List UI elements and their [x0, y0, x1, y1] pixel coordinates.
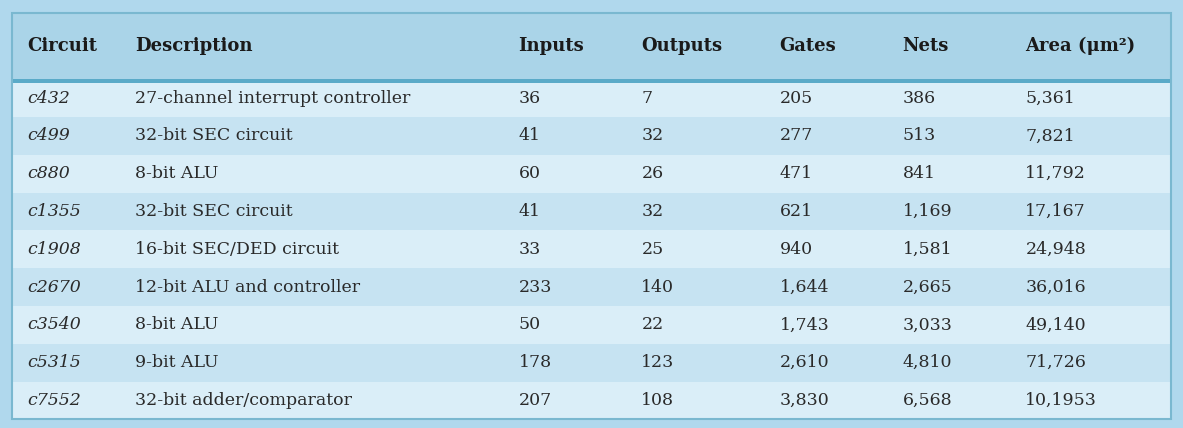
- Text: 7: 7: [641, 89, 653, 107]
- Bar: [12, 306, 1171, 344]
- Text: 8-bit ALU: 8-bit ALU: [135, 316, 218, 333]
- Text: 1,169: 1,169: [903, 203, 952, 220]
- Bar: [12, 193, 1171, 230]
- Text: 32: 32: [641, 128, 664, 144]
- Text: 140: 140: [641, 279, 674, 296]
- Text: 32-bit SEC circuit: 32-bit SEC circuit: [135, 128, 292, 144]
- Text: 3,830: 3,830: [780, 392, 829, 409]
- Text: 22: 22: [641, 316, 664, 333]
- Text: 60: 60: [518, 165, 541, 182]
- Text: 49,140: 49,140: [1026, 316, 1086, 333]
- Text: Gates: Gates: [780, 37, 836, 55]
- Text: 205: 205: [780, 89, 813, 107]
- Text: 233: 233: [518, 279, 552, 296]
- Bar: [12, 13, 1171, 79]
- Text: 178: 178: [518, 354, 551, 371]
- Text: c432: c432: [27, 89, 70, 107]
- Text: c499: c499: [27, 128, 70, 144]
- Text: Circuit: Circuit: [27, 37, 97, 55]
- Text: 7,821: 7,821: [1026, 128, 1075, 144]
- Text: 1,581: 1,581: [903, 241, 952, 258]
- Text: 4,810: 4,810: [903, 354, 952, 371]
- Text: 41: 41: [518, 203, 541, 220]
- Text: 940: 940: [780, 241, 813, 258]
- Text: Description: Description: [135, 37, 252, 55]
- Text: 1,743: 1,743: [780, 316, 829, 333]
- Text: 12-bit ALU and controller: 12-bit ALU and controller: [135, 279, 360, 296]
- Text: c5315: c5315: [27, 354, 80, 371]
- Bar: [12, 344, 1171, 382]
- Text: 277: 277: [780, 128, 813, 144]
- Text: 2,610: 2,610: [780, 354, 829, 371]
- Text: Nets: Nets: [903, 37, 949, 55]
- Text: c3540: c3540: [27, 316, 80, 333]
- Text: c1355: c1355: [27, 203, 80, 220]
- Text: 32-bit adder/comparator: 32-bit adder/comparator: [135, 392, 351, 409]
- Bar: [12, 268, 1171, 306]
- Text: 24,948: 24,948: [1026, 241, 1086, 258]
- Bar: [12, 155, 1171, 193]
- Text: 8-bit ALU: 8-bit ALU: [135, 165, 218, 182]
- Text: 27-channel interrupt controller: 27-channel interrupt controller: [135, 89, 411, 107]
- Text: 16-bit SEC/DED circuit: 16-bit SEC/DED circuit: [135, 241, 338, 258]
- Text: c1908: c1908: [27, 241, 80, 258]
- Bar: [12, 382, 1171, 419]
- Bar: [12, 230, 1171, 268]
- Text: 17,167: 17,167: [1026, 203, 1086, 220]
- Text: 386: 386: [903, 89, 936, 107]
- Text: 71,726: 71,726: [1026, 354, 1086, 371]
- Text: 25: 25: [641, 241, 664, 258]
- Text: c880: c880: [27, 165, 70, 182]
- Text: 36,016: 36,016: [1026, 279, 1086, 296]
- Text: 33: 33: [518, 241, 541, 258]
- Bar: [12, 117, 1171, 155]
- Text: 10,1953: 10,1953: [1026, 392, 1097, 409]
- Text: 9-bit ALU: 9-bit ALU: [135, 354, 218, 371]
- Text: 207: 207: [518, 392, 551, 409]
- Text: Area (μm²): Area (μm²): [1026, 37, 1136, 55]
- Text: 123: 123: [641, 354, 674, 371]
- Text: 2,665: 2,665: [903, 279, 952, 296]
- Text: Outputs: Outputs: [641, 37, 723, 55]
- Text: 621: 621: [780, 203, 813, 220]
- Text: 513: 513: [903, 128, 936, 144]
- Text: 5,361: 5,361: [1026, 89, 1075, 107]
- Bar: [12, 79, 1171, 117]
- Text: 41: 41: [518, 128, 541, 144]
- Text: c7552: c7552: [27, 392, 80, 409]
- Text: 11,792: 11,792: [1026, 165, 1086, 182]
- Text: 471: 471: [780, 165, 813, 182]
- Text: 32: 32: [641, 203, 664, 220]
- Text: Inputs: Inputs: [518, 37, 584, 55]
- Text: 6,568: 6,568: [903, 392, 952, 409]
- Text: 1,644: 1,644: [780, 279, 829, 296]
- Text: 36: 36: [518, 89, 541, 107]
- Text: 108: 108: [641, 392, 674, 409]
- Text: 841: 841: [903, 165, 936, 182]
- Text: 32-bit SEC circuit: 32-bit SEC circuit: [135, 203, 292, 220]
- Text: c2670: c2670: [27, 279, 80, 296]
- Text: 26: 26: [641, 165, 664, 182]
- Text: 50: 50: [518, 316, 541, 333]
- Text: 3,033: 3,033: [903, 316, 952, 333]
- Bar: [12, 79, 1171, 83]
